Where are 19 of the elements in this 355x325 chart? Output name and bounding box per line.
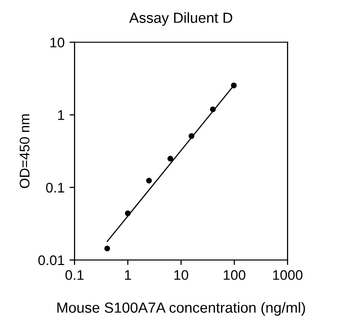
x-tick-label: 10: [174, 270, 188, 280]
point: [230, 82, 237, 88]
y-tick-label: 0.1: [46, 182, 64, 193]
y-tick-label: 0.01: [38, 255, 64, 266]
point: [146, 178, 152, 184]
point: [167, 156, 174, 162]
x-axis-title: Mouse S100A7A concentration (ng/ml): [57, 302, 305, 316]
point: [188, 133, 194, 139]
x-tick-label: 1000: [273, 270, 302, 280]
point: [124, 210, 131, 216]
chart-title: Assay Diluent D: [129, 12, 232, 26]
y-tick-label: 1: [58, 110, 64, 120]
y-tick-label: 10: [50, 38, 64, 48]
point: [104, 246, 110, 252]
x-tick-label: 1: [124, 270, 131, 280]
point: [210, 106, 216, 112]
y-axis-title: OD=450 nm: [20, 114, 30, 188]
x-tick-label: 100: [224, 270, 246, 280]
x-tick-label: 0.1: [65, 270, 84, 280]
